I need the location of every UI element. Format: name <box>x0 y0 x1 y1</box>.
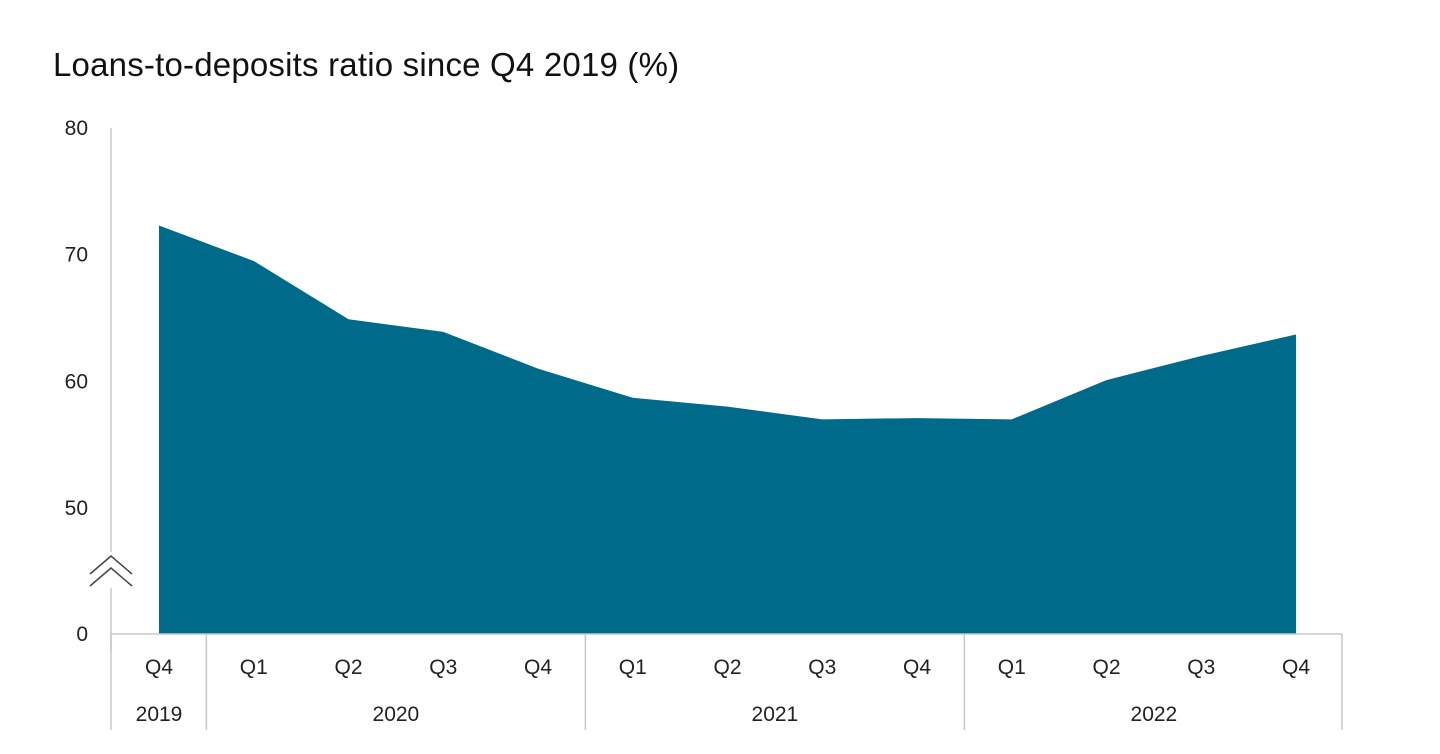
year-group-label: 2021 <box>752 703 799 726</box>
y-tick-label: 0 <box>76 623 88 646</box>
axis-break-icon <box>89 552 133 588</box>
year-group-label: 2019 <box>136 703 183 726</box>
year-group-label: 2020 <box>373 703 420 726</box>
x-tick-label: Q3 <box>1187 656 1215 679</box>
area-series <box>159 225 1296 635</box>
x-tick-label: Q1 <box>619 656 647 679</box>
x-tick-label: Q2 <box>713 656 741 679</box>
chart-title: Loans-to-deposits ratio since Q4 2019 (%… <box>53 46 680 83</box>
y-tick-label: 70 <box>65 244 88 267</box>
x-tick-label: Q1 <box>240 656 268 679</box>
x-tick-label: Q1 <box>998 656 1026 679</box>
area-layer <box>159 225 1296 635</box>
y-axis: 0 50 60 70 80 <box>65 117 133 652</box>
y-tick-label: 80 <box>65 117 88 140</box>
y-tick-label: 50 <box>65 497 88 520</box>
x-axis: Q4 Q1 Q2 Q3 Q4 Q1 Q2 Q3 Q4 Q1 Q2 Q3 Q4 2019 2020 2021 20… <box>110 633 1343 730</box>
x-tick-label: Q3 <box>808 656 836 679</box>
x-tick-label: Q2 <box>334 656 362 679</box>
y-tick-label: 60 <box>65 370 88 393</box>
x-tick-label: Q4 <box>903 656 931 679</box>
x-tick-label: Q4 <box>524 656 552 679</box>
x-tick-label: Q4 <box>145 656 173 679</box>
x-tick-label: Q2 <box>1092 656 1120 679</box>
year-group-label: 2022 <box>1131 703 1178 726</box>
x-tick-label: Q4 <box>1282 656 1310 679</box>
x-tick-label: Q3 <box>429 656 457 679</box>
